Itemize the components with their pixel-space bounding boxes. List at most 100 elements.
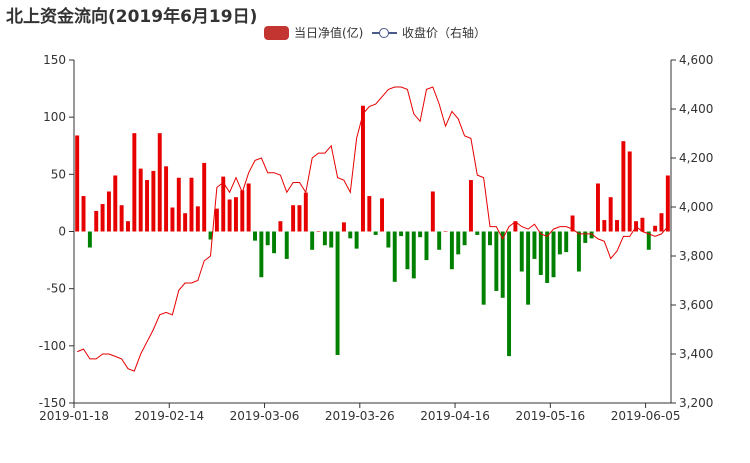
legend-item-close-price[interactable]: 收盘价（右轴）	[372, 24, 486, 41]
bar	[538, 231, 543, 275]
bar	[322, 231, 327, 246]
bar	[405, 231, 410, 270]
bar	[570, 215, 575, 232]
bar	[392, 231, 397, 282]
bar	[208, 231, 213, 240]
bar	[621, 141, 626, 232]
bar	[284, 231, 289, 259]
bar	[335, 231, 340, 355]
bar	[468, 180, 473, 232]
bar	[214, 208, 219, 232]
bar	[551, 231, 556, 278]
bar	[316, 231, 321, 232]
bar	[462, 231, 467, 246]
bar	[354, 231, 359, 249]
bar	[259, 231, 264, 278]
bar	[507, 231, 512, 357]
y-tick-label-left: 100	[43, 110, 66, 124]
bar	[265, 231, 270, 246]
bar	[659, 213, 664, 232]
bar	[75, 135, 80, 232]
bar	[221, 176, 226, 232]
bar	[430, 191, 435, 232]
bar	[310, 231, 315, 250]
x-tick-label: 2019-01-18	[39, 409, 109, 423]
bar	[138, 168, 143, 232]
bar	[653, 225, 658, 232]
legend-label-close-price: 收盘价（右轴）	[402, 26, 487, 40]
bar	[443, 231, 448, 232]
bar	[481, 231, 486, 305]
bar	[418, 231, 423, 238]
bar	[424, 231, 429, 261]
x-tick-label: 2019-04-16	[420, 409, 490, 423]
bar	[437, 231, 442, 250]
bar	[456, 231, 461, 255]
bar	[253, 231, 257, 241]
legend-swatch-bar	[264, 25, 289, 40]
y-tick-label-right: 4,200	[679, 151, 713, 165]
y-tick-label-left: 0	[58, 225, 66, 239]
bar	[227, 199, 232, 232]
bar	[195, 206, 200, 232]
bar	[557, 231, 562, 255]
bar	[386, 231, 391, 248]
bar	[564, 231, 569, 253]
y-tick-label-right: 4,600	[679, 53, 713, 67]
bar	[278, 221, 283, 232]
bar	[373, 231, 378, 235]
bar	[602, 220, 607, 232]
bar	[615, 220, 619, 232]
bar	[81, 196, 86, 232]
bar	[519, 231, 524, 272]
bar	[513, 221, 518, 232]
bar	[494, 231, 499, 291]
bar	[157, 133, 162, 232]
chart-title: 北上资金流向(2019年6月19日)	[6, 7, 258, 27]
close-price-line	[77, 86, 669, 372]
bar	[475, 231, 480, 235]
bar	[449, 231, 454, 270]
x-tick-label: 2019-02-14	[134, 409, 204, 423]
y-tick-label-right: 3,600	[679, 298, 713, 312]
bar	[119, 205, 124, 232]
y-tick-label-right: 3,400	[679, 347, 713, 361]
bar	[545, 231, 550, 283]
y-tick-label-right: 4,400	[679, 102, 713, 116]
y-tick-label-right: 3,200	[679, 396, 713, 410]
bar	[132, 133, 137, 232]
bar	[367, 196, 372, 232]
bar	[411, 231, 416, 279]
legend-item-net-flow[interactable]: 当日净值(亿)	[264, 24, 363, 41]
bar	[106, 191, 111, 232]
bar	[151, 170, 156, 232]
y-tick-label-left: 150	[43, 53, 66, 67]
bar	[526, 231, 531, 305]
bar	[202, 162, 207, 232]
bar	[297, 205, 302, 232]
bar	[233, 197, 238, 232]
bar	[361, 105, 365, 232]
bar	[576, 231, 581, 272]
bar	[145, 180, 150, 232]
x-tick-label: 2019-03-06	[230, 409, 300, 423]
x-tick-label: 2019-06-05	[611, 409, 681, 423]
bar	[348, 231, 353, 239]
y-tick-label-right: 3,800	[679, 249, 713, 263]
bar	[94, 210, 99, 232]
bar	[500, 231, 505, 298]
bar	[329, 231, 334, 248]
bar	[303, 192, 308, 232]
bar	[608, 197, 613, 232]
bar	[341, 222, 346, 232]
bar	[240, 190, 245, 232]
bar	[87, 231, 92, 248]
bar	[176, 177, 181, 232]
bar	[646, 231, 651, 250]
y-tick-label-left: -150	[39, 396, 66, 410]
bar	[100, 204, 105, 232]
x-tick-label: 2019-03-26	[325, 409, 395, 423]
bar	[189, 177, 194, 232]
bar	[640, 217, 645, 232]
bar	[170, 207, 175, 232]
